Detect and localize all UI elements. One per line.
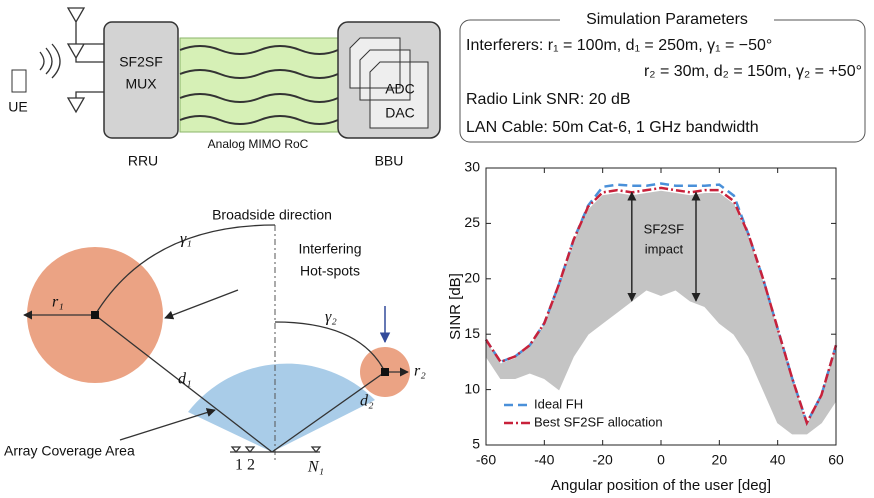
system-diagram: UE SF2SF MUX ADC DAC RRU Analog MIMO RoC… (8, 7, 441, 169)
center-1 (91, 311, 99, 319)
coverage-arrow (119, 408, 216, 441)
legend-label: Ideal FH (534, 396, 583, 411)
y-axis-label: SINR [dB] (447, 273, 464, 340)
bbu-label: BBU (375, 153, 404, 169)
parameter-line: LAN Cable: 50m Cat-6, 1 GHz bandwidth (466, 119, 759, 136)
element-labels: 1 2 (235, 457, 255, 474)
rru-text: MUX (125, 76, 157, 92)
interfering-label: Interfering (298, 241, 361, 257)
ue-label: UE (8, 99, 27, 115)
cable (179, 37, 339, 133)
r2-label: r₂ (414, 363, 426, 380)
parameters-title: Simulation Parameters (586, 11, 748, 28)
d2-label: d₂ (360, 393, 374, 410)
r1-label: r₁ (52, 294, 64, 311)
cards (349, 37, 429, 129)
x-tick-label: 40 (770, 452, 786, 468)
n1-label: N₁ (307, 459, 324, 476)
array (230, 446, 322, 454)
parameters: Simulation Parameters Interferers: r₁ = … (459, 10, 866, 143)
d1-line (94, 314, 273, 453)
hotspot-arrow (164, 289, 239, 320)
parameter-line: r₂ = 30m, d₂ = 150m, γ₂ = +50° (644, 63, 862, 80)
d2-line (271, 371, 386, 453)
coverage-area (188, 363, 375, 452)
x-tick-label: 20 (712, 452, 728, 468)
interfering-label: Hot-spots (300, 263, 360, 279)
series-line (484, 186, 838, 427)
y-tick-label: 15 (464, 325, 480, 341)
annotation: impact (645, 241, 684, 256)
x-tick-label: 60 (828, 452, 844, 468)
spread-edge (485, 289, 837, 435)
roc-label: Analog MIMO RoC (208, 137, 309, 151)
legend-label: Best SF2SF allocation (534, 414, 663, 429)
cable-pairs (179, 45, 339, 125)
coverage-label: Array Coverage Area (4, 443, 135, 459)
geometry-diagram: Broadside direction Interfering Hot-spot… (4, 207, 426, 476)
adc-label: ADC (385, 81, 415, 97)
title-bg (560, 10, 774, 30)
x-axis-label: Angular position of the user [deg] (551, 477, 771, 494)
broadside-label: Broadside direction (212, 207, 332, 223)
x-tick-label: -60 (476, 452, 496, 468)
x-tick-label: -20 (593, 452, 613, 468)
rru-label: RRU (128, 153, 158, 169)
y-tick-label: 25 (464, 214, 480, 230)
y-tick-label: 10 (464, 380, 480, 396)
d1-label: d₁ (178, 371, 192, 388)
ue-icon (11, 69, 27, 93)
gamma2-label: γ₂ (325, 309, 337, 326)
dac-label: DAC (385, 105, 415, 121)
y-tick-label: 20 (464, 270, 480, 286)
rru-text: SF2SF (119, 54, 163, 70)
gamma1-label: γ₁ (180, 231, 192, 248)
rru-box (103, 21, 179, 139)
gamma1-arc (94, 224, 276, 316)
x-tick-label: 0 (657, 452, 665, 468)
y-tick-label: 30 (464, 159, 480, 175)
parameter-line: Interferers: r₁ = 100m, d₁ = 250m, γ₁ = … (466, 37, 772, 54)
antennas (66, 7, 104, 114)
gamma2-arc (274, 321, 386, 373)
spread-band (486, 191, 836, 434)
signal (39, 43, 61, 79)
annotation: SF2SF (644, 221, 685, 236)
y-tick-label: 5 (472, 436, 480, 452)
plot-frame (485, 167, 837, 446)
parameter-line: Radio Link SNR: 20 dB (466, 91, 631, 108)
center-2 (381, 368, 389, 376)
x-tick-label: -40 (534, 452, 554, 468)
sinr-chart: 5 10 15 20 25 30 -60 -40 -20 0 20 40 60 SF2SF impact Id… (447, 159, 844, 494)
